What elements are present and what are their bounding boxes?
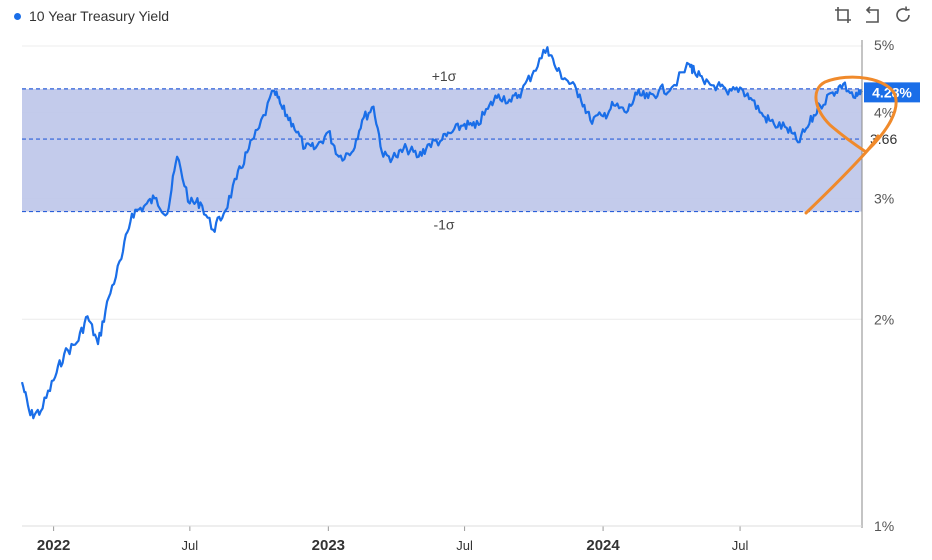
series-color-dot (14, 12, 21, 20)
sigma-band (22, 88, 862, 212)
y-tick-label: 3% (874, 190, 894, 206)
minus-sigma-label: -1σ (433, 217, 454, 233)
x-tick-label: Jul (732, 538, 749, 553)
legend[interactable]: 10 Year Treasury Yield (14, 6, 169, 26)
hand-drawn-annotation (804, 75, 898, 215)
y-tick-label: 2% (874, 311, 894, 327)
x-tick-label: Jul (182, 538, 199, 553)
legend-label: 10 Year Treasury Yield (29, 8, 170, 24)
y-tick-label: 4% (874, 105, 894, 121)
series-line (20, 46, 863, 420)
x-tick-label: Jul (456, 538, 473, 553)
x-tick-label: 2024 (586, 537, 620, 554)
y-tick-label: 5% (874, 37, 894, 53)
plus-sigma-label: +1σ (432, 68, 457, 84)
refresh-icon[interactable] (892, 4, 914, 26)
undo-icon[interactable] (862, 4, 884, 26)
x-tick-label: 2023 (312, 537, 345, 554)
crop-icon[interactable] (832, 4, 854, 26)
x-tick-label: 2022 (37, 537, 70, 554)
y-tick-label: 1% (874, 518, 894, 534)
chart-toolbar (832, 4, 914, 26)
